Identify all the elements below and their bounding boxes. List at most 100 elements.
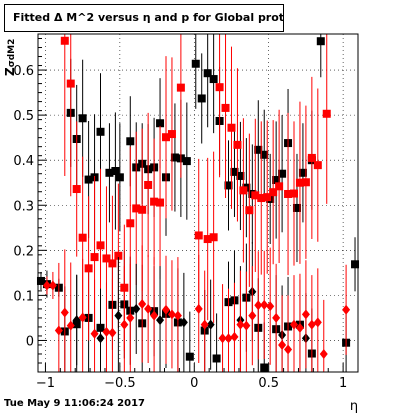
data-point-square — [209, 233, 218, 242]
data-point-square — [78, 233, 87, 242]
data-point-diamond — [248, 310, 257, 321]
data-point-diamond — [179, 317, 188, 328]
chart-title: Fitted Δ M^2 versus η and p for Global p… — [4, 4, 284, 32]
data-point-diamond — [167, 309, 176, 320]
data-point-square — [224, 181, 233, 190]
data-point-square — [191, 59, 200, 68]
data-point-square — [351, 260, 360, 269]
data-point-square — [36, 276, 45, 285]
data-point-square — [144, 180, 153, 189]
data-point-diamond — [54, 325, 63, 336]
y-tick-label: 0 — [26, 334, 34, 349]
series-layer — [36, 34, 360, 372]
data-point-square — [260, 363, 269, 372]
data-point-square — [236, 171, 245, 180]
series-1 — [60, 34, 331, 351]
plot-frame — [37, 33, 359, 373]
data-point-square — [284, 189, 293, 198]
data-point-square — [278, 169, 287, 178]
data-point-square — [72, 185, 81, 194]
data-point-diamond — [156, 315, 165, 326]
y-axis-label-prefix: Z — [3, 67, 17, 76]
y-axis-label: ZσdM2 — [3, 39, 17, 76]
data-point-diamond — [42, 280, 51, 291]
data-point-square — [245, 206, 254, 215]
data-point-diamond — [301, 309, 310, 320]
data-point-square — [295, 178, 304, 187]
data-point-diamond — [272, 312, 281, 323]
data-point-square — [132, 204, 141, 213]
data-point-square — [212, 354, 221, 363]
data-point-diamond — [206, 319, 215, 330]
data-point-diamond — [260, 299, 269, 310]
data-point-square — [209, 75, 218, 84]
data-point-square — [233, 140, 242, 149]
axes: −1 −0.5 0 0.5 1 0 0.1 0.2 0.3 0.4 0.5 0.6 — [13, 38, 359, 391]
data-point-diamond — [102, 326, 111, 337]
data-point-square — [96, 241, 105, 250]
data-point-diamond — [126, 312, 135, 323]
data-point-diamond — [284, 344, 293, 355]
data-point-square — [254, 145, 263, 154]
timestamp: Tue May 9 11:06:24 2017 — [4, 398, 145, 409]
data-point-diamond — [278, 339, 287, 350]
data-point-diamond — [48, 280, 57, 291]
data-point-diamond — [138, 298, 147, 309]
data-point-square — [298, 168, 307, 177]
data-point-diamond — [132, 303, 141, 314]
data-point-square — [126, 137, 135, 146]
data-point-diamond — [90, 328, 99, 339]
data-point-square — [197, 94, 206, 103]
data-point-diamond — [72, 315, 81, 326]
data-point-diamond — [78, 312, 87, 323]
data-point-square — [182, 157, 191, 166]
data-point-square — [156, 198, 165, 207]
data-point-diamond — [236, 319, 245, 330]
y-axis-label-main: σdM2 — [7, 39, 17, 68]
data-point-square — [162, 133, 170, 142]
y-tick-label: 0.4 — [13, 154, 34, 169]
data-point-square — [111, 167, 120, 176]
data-point-diamond — [200, 319, 209, 330]
data-point-square — [322, 109, 331, 118]
data-point-square — [138, 205, 147, 214]
data-point-square — [269, 188, 278, 197]
data-point-square — [260, 150, 269, 159]
data-point-diamond — [96, 333, 105, 344]
data-point-diamond — [254, 300, 263, 311]
y-tick-label: 0.1 — [13, 289, 34, 304]
data-point-diamond — [313, 317, 322, 328]
data-point-square — [84, 264, 93, 273]
y-tick-label: 0.3 — [13, 199, 34, 214]
data-point-square — [203, 69, 212, 78]
series-3 — [42, 245, 351, 372]
y-tick-label: 0.6 — [13, 64, 34, 79]
data-point-square — [105, 168, 114, 177]
data-point-square — [275, 182, 284, 191]
data-point-square — [114, 251, 123, 260]
data-point-diamond — [162, 304, 170, 315]
data-point-diamond — [242, 320, 251, 331]
data-point-diamond — [342, 304, 351, 315]
data-point-square — [301, 178, 310, 187]
data-point-square — [227, 123, 236, 132]
data-point-diamond — [319, 348, 328, 359]
data-point-square — [78, 114, 87, 123]
data-point-square — [307, 153, 316, 162]
data-point-square — [316, 37, 325, 46]
data-point-square — [239, 186, 248, 195]
data-point-diamond — [120, 319, 129, 330]
data-point-square — [126, 219, 135, 228]
data-point-diamond — [307, 319, 316, 330]
x-tick-label: −0.5 — [104, 376, 136, 391]
data-point-diamond — [144, 303, 153, 314]
x-tick-label: 0.5 — [258, 376, 279, 391]
data-point-square — [257, 194, 266, 203]
data-point-square — [203, 235, 212, 244]
data-point-square — [60, 36, 69, 45]
data-point-square — [185, 352, 194, 361]
data-point-square — [96, 127, 105, 136]
y-tick-label: 0.5 — [13, 109, 34, 124]
data-point-square — [313, 161, 322, 170]
data-point-diamond — [290, 319, 298, 330]
